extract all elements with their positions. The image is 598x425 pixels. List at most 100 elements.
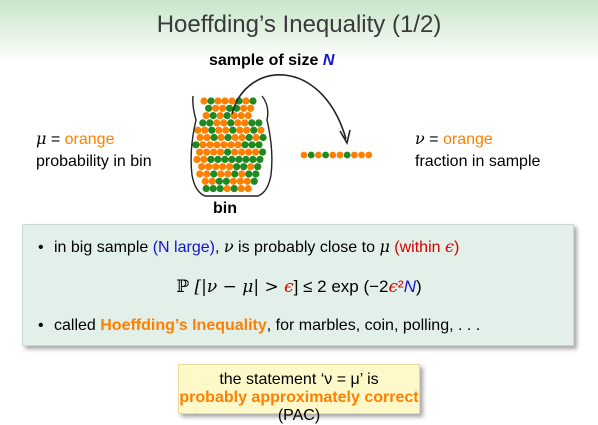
marble (252, 148, 260, 156)
pac-statement: the statement ‘ν = μ’ is (219, 371, 379, 388)
equals-sign: = (46, 131, 65, 148)
marble (200, 155, 208, 163)
marble (201, 177, 209, 185)
marble (201, 126, 209, 134)
marble (207, 155, 215, 163)
nu-description: fraction in sample (415, 153, 541, 170)
marble (231, 148, 239, 156)
text-fragment: called (54, 317, 101, 334)
sample-marble (329, 151, 337, 159)
marble (228, 155, 236, 163)
marble (203, 148, 211, 156)
slide-title: Hoeffding’s Inequality (1/2) (156, 11, 442, 38)
marble (192, 141, 200, 149)
nu-symbol: ν (223, 237, 234, 256)
marble (210, 133, 218, 142)
orange-word: orange (442, 131, 493, 148)
marble (254, 163, 262, 171)
epsilon-symbol: ϵ (284, 277, 294, 297)
marble (209, 185, 217, 193)
square-exponent: ² (398, 277, 404, 296)
sample-marble (351, 151, 358, 159)
pac-phrase: probably approximately correct (179, 389, 419, 406)
mu-definition: μ = orange probability in bin (36, 128, 152, 173)
marble (231, 133, 239, 142)
marble (237, 185, 245, 193)
sample-marble (307, 151, 315, 159)
marble (217, 133, 225, 142)
marble (217, 170, 225, 178)
marble (196, 170, 204, 178)
marble (206, 141, 214, 149)
marble (224, 133, 232, 142)
text-fragment: is probably close to (233, 239, 380, 256)
equals-sign: = (424, 131, 443, 148)
marble (229, 177, 237, 185)
marble (227, 141, 235, 149)
marble (235, 155, 243, 163)
bullet-hoeffding-name: • called Hoeffding’s Inequality, for marb… (38, 317, 480, 335)
marble (236, 126, 244, 134)
marble (250, 126, 258, 134)
hoeffding-formula: ℙ [|ν − μ| > ϵ] ≤ 2 exp (−2ϵ²N) (23, 277, 575, 297)
marble (199, 141, 207, 149)
marble (209, 112, 217, 120)
bullet-large-sample: • in big sample (N large), ν is probably … (38, 237, 459, 257)
marble (250, 177, 258, 185)
marble (226, 104, 234, 112)
bin-outline (190, 95, 273, 197)
marble (223, 112, 231, 120)
formula-rhs: ] ≤ 2 exp (−2 (293, 277, 389, 296)
marble (210, 170, 218, 178)
marble (203, 170, 211, 178)
marble (220, 119, 228, 127)
marble (203, 133, 211, 142)
marble (228, 97, 236, 105)
marble (205, 104, 213, 112)
marble (259, 148, 267, 156)
mu-symbol: μ (36, 129, 47, 148)
marble (240, 163, 248, 171)
sample-label: sample of size N (209, 52, 334, 70)
within-close: ) (453, 239, 460, 256)
nu-symbol: ν (415, 129, 425, 148)
bullet-dot: • (38, 317, 44, 334)
sample-marble (336, 151, 344, 159)
marble (238, 148, 246, 156)
marble (196, 133, 204, 142)
text-fragment: , (214, 239, 224, 256)
marble (256, 155, 264, 163)
marble (224, 148, 232, 156)
marble (230, 185, 238, 193)
marble (206, 119, 214, 127)
marble (222, 177, 230, 185)
sample-marble (300, 151, 308, 159)
marble (207, 97, 215, 105)
marble (219, 163, 227, 171)
marble (245, 170, 253, 178)
mu-description: probability in bin (36, 153, 152, 170)
sample-marble (315, 151, 322, 159)
marble (199, 119, 207, 127)
marble (212, 163, 220, 171)
marble (247, 104, 255, 112)
marble (194, 126, 202, 134)
within-note: (within (389, 239, 445, 256)
marble (221, 155, 229, 163)
marble (244, 112, 252, 120)
marble (255, 119, 263, 127)
sample-arrow (231, 74, 347, 140)
marble (243, 126, 251, 134)
sample-marble (322, 151, 329, 159)
marble (245, 148, 253, 156)
marble (248, 119, 256, 127)
text-fragment: in big sample (54, 239, 153, 256)
hoeffding-box: • in big sample (N large), ν is probably … (22, 224, 574, 346)
marble (202, 185, 210, 193)
marble (231, 170, 239, 178)
marble (198, 163, 206, 171)
sample-marble (365, 151, 373, 159)
marble (208, 177, 216, 185)
marble (243, 177, 251, 185)
marble (213, 119, 221, 127)
